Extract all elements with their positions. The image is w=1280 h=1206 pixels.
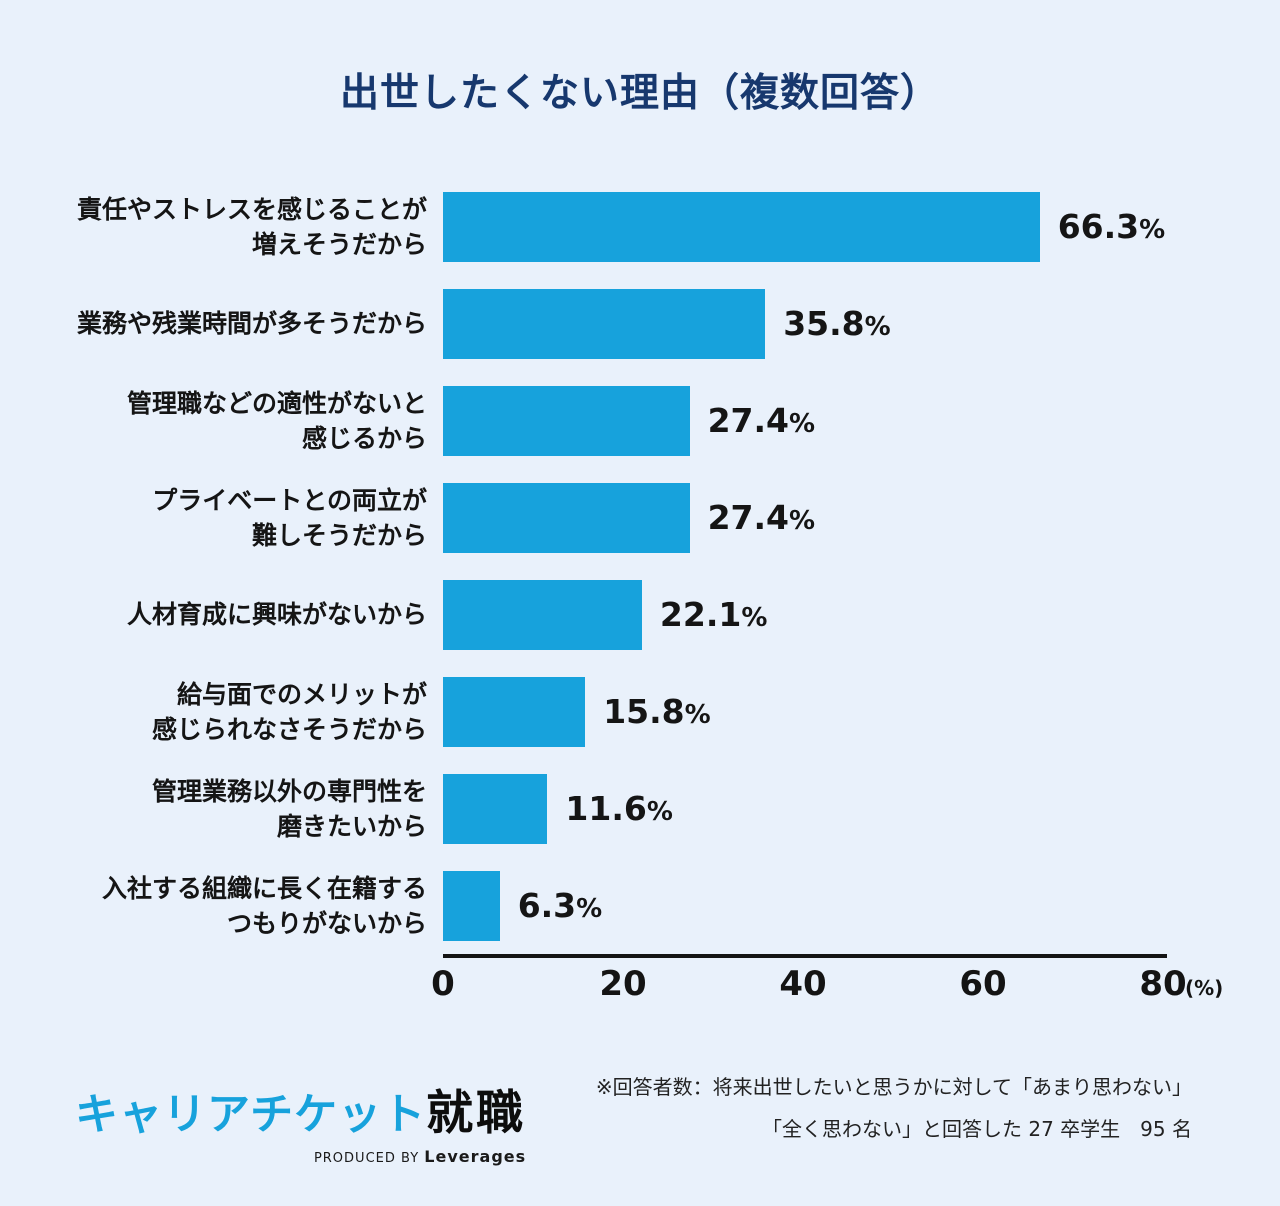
bar-track: 35.8% — [443, 288, 1280, 359]
bar — [443, 870, 500, 941]
category-label: プライベートとの両立が 難しそうだから — [152, 485, 427, 550]
x-axis-unit-label: (%) — [1185, 976, 1224, 1000]
brand-logo: キャリアチケット就職 PRODUCED BY Leverages — [75, 1074, 526, 1166]
bar — [443, 191, 1040, 262]
category-label: 業務や残業時間が多そうだから — [76, 309, 427, 338]
chart-title: 出世したくない理由（複数回答） — [339, 71, 940, 116]
value-label: 22.1% — [659, 595, 768, 634]
category-label: 給与面でのメリットが 感じられなさそうだから — [151, 679, 427, 744]
bar-track: 6.3% — [443, 870, 1280, 941]
bar-row: 人材育成に興味がないから 22.1% — [0, 566, 1280, 663]
bar — [443, 385, 690, 456]
bar-row: プライベートとの両立が 難しそうだから 27.4% — [0, 469, 1280, 566]
category-label: 管理職などの適性がないと 感じるから — [126, 388, 427, 453]
produced-by-label: PRODUCED BY — [313, 1151, 420, 1166]
value-label: 11.6% — [565, 789, 673, 828]
value-label: 35.8% — [783, 304, 891, 343]
bar-row: 給与面でのメリットが 感じられなさそうだから 15.8% — [0, 663, 1280, 760]
survey-note-line2: 「全く思わない」と回答した 27 卒学生 95 名 — [762, 1117, 1192, 1141]
x-tick-label: 0 — [431, 964, 455, 1004]
bar — [443, 676, 586, 747]
bar-track: 11.6% — [443, 773, 1280, 844]
bar-row: 業務や残業時間が多そうだから 35.8% — [0, 275, 1280, 372]
bar-row: 管理職などの適性がないと 感じるから 27.4% — [0, 372, 1280, 469]
bar-track: 27.4% — [443, 385, 1280, 456]
value-label: 27.4% — [707, 498, 816, 537]
brand-logo-text: キャリアチケット就職 — [75, 1074, 526, 1143]
category-label: 責任やストレスを感じることが 増えそうだから — [76, 194, 427, 259]
category-label: 人材育成に興味がないから — [126, 600, 427, 629]
bar-row: 入社する組織に長く在籍する つもりがないから 6.3% — [0, 857, 1280, 954]
value-label: 15.8% — [603, 692, 711, 731]
brand-logo-shushoku: 就職 — [426, 1086, 527, 1141]
x-tick-label: 80 — [1139, 964, 1187, 1004]
bar-chart: 責任やストレスを感じることが 増えそうだから 66.3% 業務や残業時間が多そうだから… — [0, 178, 1280, 954]
bar-row: 責任やストレスを感じることが 増えそうだから 66.3% — [0, 178, 1280, 275]
x-tick-label: 60 — [959, 964, 1007, 1004]
bar — [443, 579, 642, 650]
category-label: 入社する組織に長く在籍する つもりがないから — [101, 873, 427, 938]
bar — [443, 482, 690, 553]
brand-logo-career-ticket: キャリアチケット — [75, 1090, 427, 1140]
value-label: 6.3% — [517, 886, 603, 925]
x-tick-label: 40 — [779, 964, 827, 1004]
bar — [443, 288, 766, 359]
bar-track: 22.1% — [443, 579, 1280, 650]
produced-by-line: PRODUCED BY Leverages — [75, 1147, 526, 1166]
category-label: 管理業務以外の専門性を 磨きたいから — [151, 776, 427, 841]
bar-track: 66.3% — [443, 191, 1280, 262]
leverages-label: Leverages — [424, 1147, 527, 1166]
survey-note-line1: ※回答者数：将来出世したいと思うかに対して「あまり思わない」 — [595, 1075, 1192, 1099]
value-label: 27.4% — [707, 401, 816, 440]
bar-track: 27.4% — [443, 482, 1280, 553]
bar-track: 15.8% — [443, 676, 1280, 747]
x-axis-line — [443, 954, 1167, 958]
bar-row: 管理業務以外の専門性を 磨きたいから 11.6% — [0, 760, 1280, 857]
x-tick-label: 20 — [599, 964, 647, 1004]
survey-note: ※回答者数：将来出世したいと思うかに対して「あまり思わない」 「全く思わない」と… — [596, 1066, 1192, 1150]
value-label: 66.3% — [1057, 207, 1166, 246]
x-axis-ticks: (%) 0 20 40 60 80 — [431, 964, 1224, 1010]
bar — [443, 773, 548, 844]
